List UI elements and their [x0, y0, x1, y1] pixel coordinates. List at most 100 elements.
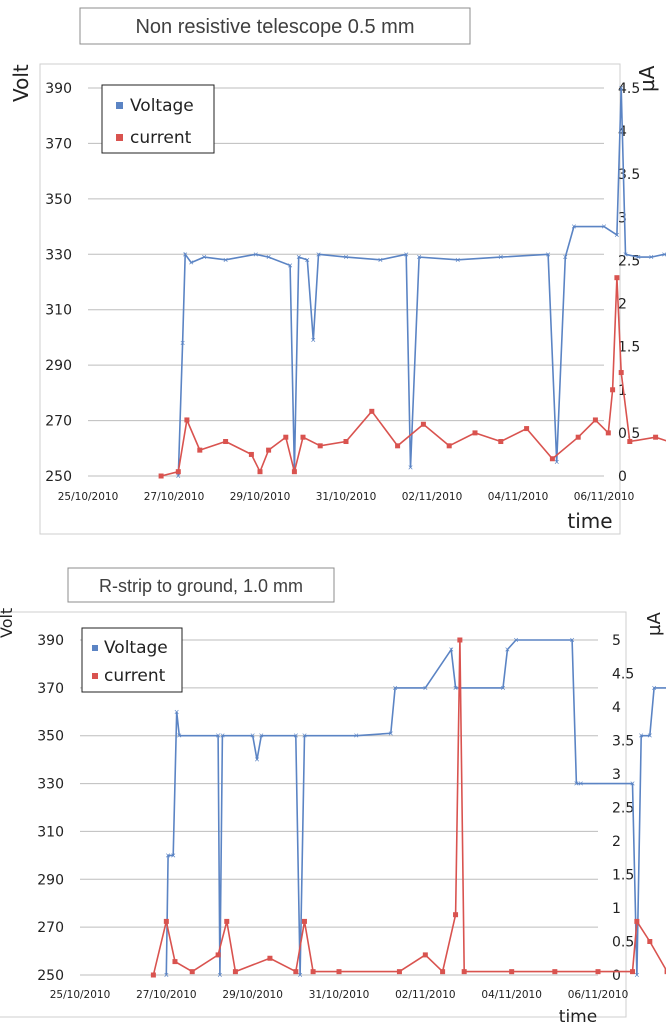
data-point-current — [224, 918, 230, 924]
data-point-current — [575, 434, 581, 440]
y2-tick-label: 1.5 — [612, 868, 634, 884]
x-tick-label: 25/10/2010 — [50, 989, 111, 1001]
y-tick-label: 270 — [37, 920, 64, 936]
y-tick-label: 330 — [45, 247, 72, 263]
series-current — [158, 275, 666, 479]
x-tick-label: 02/11/2010 — [395, 989, 456, 1001]
data-point-current — [524, 426, 530, 432]
data-point-voltage: × — [201, 252, 206, 262]
data-point-voltage: × — [220, 731, 225, 741]
data-point-voltage: × — [343, 252, 348, 262]
data-point-current — [422, 952, 428, 958]
data-point-current — [163, 918, 169, 924]
data-point-voltage: × — [183, 249, 188, 259]
data-point-voltage: × — [296, 252, 301, 262]
data-point-voltage: × — [189, 258, 194, 268]
data-point-current — [647, 939, 653, 944]
data-point-voltage: × — [316, 249, 321, 259]
chart-2-y2-ticks: 0 0.5 1 1.5 2 2.5 3 3.5 4 4.5 5 — [612, 633, 634, 984]
data-point-voltage: × — [636, 252, 641, 262]
x-tick-label: 02/11/2010 — [402, 491, 463, 503]
data-point-voltage: × — [216, 731, 221, 741]
data-point-current — [215, 952, 221, 958]
data-point-current — [175, 469, 181, 475]
chart-1-ylabel: Volt — [9, 64, 33, 102]
chart-2-y2label: µA — [644, 612, 665, 636]
y-tick-label: 350 — [45, 192, 72, 208]
data-point-voltage: × — [449, 645, 454, 655]
series-line-current — [152, 639, 666, 976]
chart-1-legend-current-swatch — [116, 134, 123, 141]
chart-2-legend-box — [81, 627, 183, 693]
data-point-current — [614, 275, 620, 281]
chart-2: R-strip to ground, 1.0 mm Volt µA 250270… — [0, 567, 666, 1027]
data-point-voltage: × — [571, 222, 576, 232]
data-point-voltage: × — [408, 463, 413, 473]
data-point-current — [232, 969, 238, 975]
chart-1-title-box — [79, 7, 471, 45]
data-point-current — [336, 969, 342, 975]
series-line-voltage — [177, 87, 666, 477]
y2-tick-label: 1 — [618, 383, 627, 399]
series-line-voltage — [165, 639, 666, 976]
series-current — [150, 637, 666, 978]
data-point-current — [457, 637, 463, 643]
data-point-current — [395, 443, 401, 449]
data-point-voltage: × — [392, 683, 397, 693]
data-point-current — [369, 408, 375, 414]
data-point-voltage: × — [623, 249, 628, 259]
data-point-current — [317, 443, 323, 449]
data-point-current — [189, 969, 195, 975]
data-point-voltage: × — [404, 249, 409, 259]
chart-2-x-ticks: 25/10/2010 27/10/2010 29/10/2010 31/10/2010… — [50, 989, 629, 1001]
x-tick-label: 31/10/2010 — [316, 491, 377, 503]
data-point-current — [223, 439, 229, 445]
y-tick-label: 370 — [45, 136, 72, 152]
chart-2-xlabel: time — [559, 1007, 597, 1027]
data-point-voltage: × — [634, 970, 639, 980]
x-tick-label: 25/10/2010 — [58, 491, 119, 503]
data-point-voltage: × — [423, 683, 428, 693]
chart-2-series: ××××××××××××××××××××××××××××××××××××××××… — [150, 635, 666, 980]
data-point-current — [420, 421, 426, 427]
y2-tick-label: 0.5 — [612, 935, 634, 951]
data-point-current — [293, 969, 299, 975]
x-tick-label: 04/11/2010 — [481, 989, 542, 1001]
data-point-current — [440, 969, 446, 975]
data-point-voltage: × — [253, 249, 258, 259]
chart-1-legend-box — [101, 84, 215, 154]
x-tick-label: 29/10/2010 — [230, 491, 291, 503]
x-tick-label: 04/11/2010 — [488, 491, 549, 503]
data-point-voltage: × — [647, 731, 652, 741]
data-point-voltage: × — [601, 222, 606, 232]
chart-1-legend-voltage: Voltage — [130, 96, 194, 116]
data-point-current — [630, 969, 636, 975]
data-point-voltage: × — [378, 255, 383, 265]
data-point-voltage: × — [223, 255, 228, 265]
data-point-current — [653, 434, 659, 440]
data-point-voltage: × — [500, 683, 505, 693]
data-point-current — [446, 443, 452, 449]
data-point-voltage: × — [180, 338, 185, 348]
data-point-voltage: × — [302, 731, 307, 741]
data-point-voltage: × — [649, 252, 654, 262]
x-tick-label: 29/10/2010 — [222, 989, 283, 1001]
x-tick-label: 06/11/2010 — [568, 989, 629, 1001]
chart-1-y-ticks: 250 270 290 310 330 350 370 390 — [45, 81, 72, 485]
data-point-voltage: × — [174, 707, 179, 717]
y-tick-label: 370 — [37, 681, 64, 697]
data-point-current — [595, 969, 601, 975]
chart-1-y2-ticks: 00.511.522.533.544.5 — [618, 81, 640, 485]
y-tick-label: 350 — [37, 729, 64, 745]
data-point-current — [610, 387, 616, 393]
series-voltage: ××××××××××××××××××××××××××××××××××××××××… — [164, 635, 666, 980]
data-point-voltage: × — [614, 230, 619, 240]
x-tick-label: 06/11/2010 — [574, 491, 635, 503]
chart-1-y2label: µA — [635, 65, 659, 92]
chart-2-legend: Voltage current — [81, 627, 183, 693]
chart-2-title: R-strip to ground, 1.0 mm — [99, 576, 303, 596]
data-point-current — [267, 955, 273, 961]
y2-tick-label: 3 — [612, 767, 621, 783]
data-point-current — [257, 469, 263, 475]
data-point-voltage: × — [217, 970, 222, 980]
